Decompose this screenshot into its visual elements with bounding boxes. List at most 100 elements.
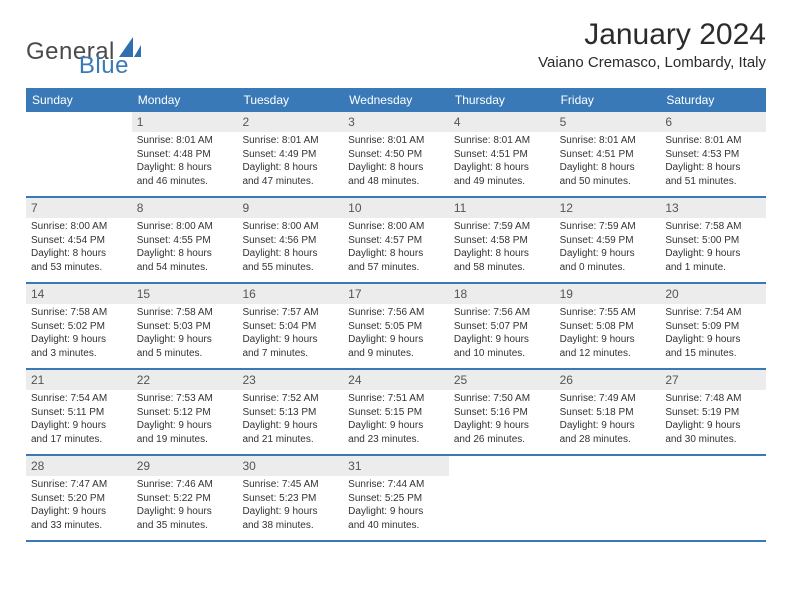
sunset-text: Sunset: 4:51 PM: [454, 148, 550, 162]
day2-text: and 30 minutes.: [665, 433, 761, 447]
sunset-text: Sunset: 5:16 PM: [454, 406, 550, 420]
day-cell: 9Sunrise: 8:00 AMSunset: 4:56 PMDaylight…: [237, 198, 343, 282]
day1-text: Daylight: 9 hours: [454, 333, 550, 347]
day-number: 2: [237, 112, 343, 132]
day1-text: Daylight: 9 hours: [665, 247, 761, 261]
week-row: 7Sunrise: 8:00 AMSunset: 4:54 PMDaylight…: [26, 198, 766, 284]
day2-text: and 0 minutes.: [560, 261, 656, 275]
day-number: 19: [555, 284, 661, 304]
sunset-text: Sunset: 5:12 PM: [137, 406, 233, 420]
day-cell: 4Sunrise: 8:01 AMSunset: 4:51 PMDaylight…: [449, 112, 555, 196]
day2-text: and 12 minutes.: [560, 347, 656, 361]
day-header-sunday: Sunday: [26, 88, 132, 112]
day-cell: [660, 456, 766, 540]
day-cell: 15Sunrise: 7:58 AMSunset: 5:03 PMDayligh…: [132, 284, 238, 368]
week-row: 28Sunrise: 7:47 AMSunset: 5:20 PMDayligh…: [26, 456, 766, 542]
day2-text: and 57 minutes.: [348, 261, 444, 275]
calendar: Sunday Monday Tuesday Wednesday Thursday…: [26, 88, 766, 542]
day2-text: and 21 minutes.: [242, 433, 338, 447]
sunset-text: Sunset: 5:22 PM: [137, 492, 233, 506]
day-cell: 23Sunrise: 7:52 AMSunset: 5:13 PMDayligh…: [237, 370, 343, 454]
day-header-monday: Monday: [132, 88, 238, 112]
day2-text: and 33 minutes.: [31, 519, 127, 533]
sunset-text: Sunset: 4:57 PM: [348, 234, 444, 248]
day2-text: and 38 minutes.: [242, 519, 338, 533]
sunrise-text: Sunrise: 8:00 AM: [31, 220, 127, 234]
location-text: Vaiano Cremasco, Lombardy, Italy: [538, 54, 766, 71]
day-cell: 28Sunrise: 7:47 AMSunset: 5:20 PMDayligh…: [26, 456, 132, 540]
sunset-text: Sunset: 5:02 PM: [31, 320, 127, 334]
sunrise-text: Sunrise: 8:01 AM: [560, 134, 656, 148]
sunset-text: Sunset: 4:58 PM: [454, 234, 550, 248]
sunset-text: Sunset: 5:18 PM: [560, 406, 656, 420]
day-header-row: Sunday Monday Tuesday Wednesday Thursday…: [26, 88, 766, 112]
day2-text: and 53 minutes.: [31, 261, 127, 275]
day-number: 6: [660, 112, 766, 132]
day-cell: 3Sunrise: 8:01 AMSunset: 4:50 PMDaylight…: [343, 112, 449, 196]
day-header-saturday: Saturday: [660, 88, 766, 112]
day-cell: [449, 456, 555, 540]
sunrise-text: Sunrise: 7:54 AM: [665, 306, 761, 320]
day-cell: 14 Sunrise: 7:58 AMSunset: 5:02 PMDayligh…: [26, 284, 132, 368]
day-number: 21: [26, 370, 132, 390]
day-cell: 29Sunrise: 7:46 AMSunset: 5:22 PMDayligh…: [132, 456, 238, 540]
day-cell: 25Sunrise: 7:50 AMSunset: 5:16 PMDayligh…: [449, 370, 555, 454]
day1-text: Daylight: 8 hours: [31, 247, 127, 261]
sunrise-text: Sunrise: 7:58 AM: [31, 306, 127, 320]
sunrise-text: Sunrise: 7:48 AM: [665, 392, 761, 406]
sunset-text: Sunset: 4:55 PM: [137, 234, 233, 248]
sunset-text: Sunset: 5:04 PM: [242, 320, 338, 334]
day1-text: Daylight: 9 hours: [454, 419, 550, 433]
day2-text: and 50 minutes.: [560, 175, 656, 189]
day1-text: Daylight: 8 hours: [454, 247, 550, 261]
day-number: 14: [26, 284, 132, 304]
sunset-text: Sunset: 5:19 PM: [665, 406, 761, 420]
day-cell: 27Sunrise: 7:48 AMSunset: 5:19 PMDayligh…: [660, 370, 766, 454]
day-number: 24: [343, 370, 449, 390]
day-cell: 31Sunrise: 7:44 AMSunset: 5:25 PMDayligh…: [343, 456, 449, 540]
sunrise-text: Sunrise: 7:55 AM: [560, 306, 656, 320]
day-cell: 2Sunrise: 8:01 AMSunset: 4:49 PMDaylight…: [237, 112, 343, 196]
day2-text: and 1 minute.: [665, 261, 761, 275]
sunrise-text: Sunrise: 8:01 AM: [454, 134, 550, 148]
day1-text: Daylight: 9 hours: [31, 333, 127, 347]
day-number: 9: [237, 198, 343, 218]
sunrise-text: Sunrise: 7:46 AM: [137, 478, 233, 492]
day-cell: 16Sunrise: 7:57 AMSunset: 5:04 PMDayligh…: [237, 284, 343, 368]
sunrise-text: Sunrise: 8:01 AM: [242, 134, 338, 148]
sunrise-text: Sunrise: 7:56 AM: [348, 306, 444, 320]
title-block: January 2024 Vaiano Cremasco, Lombardy, …: [538, 18, 766, 71]
sunset-text: Sunset: 5:13 PM: [242, 406, 338, 420]
day-number: 3: [343, 112, 449, 132]
day1-text: Daylight: 9 hours: [560, 419, 656, 433]
day-number: 11: [449, 198, 555, 218]
month-title: January 2024: [538, 18, 766, 52]
day-header-tuesday: Tuesday: [237, 88, 343, 112]
day-number: 30: [237, 456, 343, 476]
sunset-text: Sunset: 5:09 PM: [665, 320, 761, 334]
day-number: 4: [449, 112, 555, 132]
day-number: 10: [343, 198, 449, 218]
weeks-container: 1Sunrise: 8:01 AMSunset: 4:48 PMDaylight…: [26, 112, 766, 542]
day-number: 12: [555, 198, 661, 218]
day1-text: Daylight: 8 hours: [137, 247, 233, 261]
sunset-text: Sunset: 5:03 PM: [137, 320, 233, 334]
day-cell: [26, 112, 132, 196]
day1-text: Daylight: 8 hours: [242, 247, 338, 261]
sunset-text: Sunset: 5:25 PM: [348, 492, 444, 506]
day2-text: and 46 minutes.: [137, 175, 233, 189]
sunrise-text: Sunrise: 7:59 AM: [560, 220, 656, 234]
day-number: 17: [343, 284, 449, 304]
week-row: 14Sunrise: 7:58 AMSunset: 5:02 PMDayligh…: [26, 284, 766, 370]
sunset-text: Sunset: 5:08 PM: [560, 320, 656, 334]
sunrise-text: Sunrise: 7:54 AM: [31, 392, 127, 406]
sunset-text: Sunset: 4:53 PM: [665, 148, 761, 162]
sunrise-text: Sunrise: 7:44 AM: [348, 478, 444, 492]
day1-text: Daylight: 9 hours: [348, 419, 444, 433]
day-number: 31: [343, 456, 449, 476]
sunrise-text: Sunrise: 7:53 AM: [137, 392, 233, 406]
day2-text: and 51 minutes.: [665, 175, 761, 189]
sunrise-text: Sunrise: 7:59 AM: [454, 220, 550, 234]
sunrise-text: Sunrise: 7:58 AM: [137, 306, 233, 320]
day-number: 28: [26, 456, 132, 476]
